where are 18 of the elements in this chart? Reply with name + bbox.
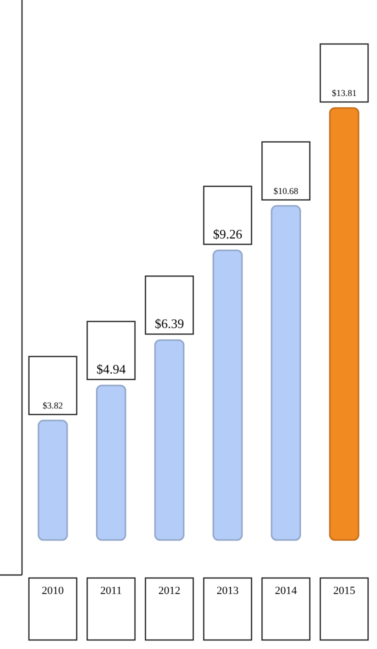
bar xyxy=(212,250,243,541)
data-label: $10.68 xyxy=(274,186,299,196)
data-label: $4.94 xyxy=(96,361,126,376)
x-tick-label: 2012 xyxy=(158,585,180,597)
x-tick-label: 2011 xyxy=(100,585,122,597)
bar xyxy=(38,420,68,541)
bar xyxy=(270,205,301,541)
bar xyxy=(329,107,360,541)
x-tick-label: 2010 xyxy=(42,585,64,597)
bar xyxy=(96,384,126,541)
x-tick-label: 2014 xyxy=(274,585,298,597)
data-label: $6.39 xyxy=(154,316,184,332)
data-label: $13.81 xyxy=(332,88,357,98)
x-tick-label: 2015 xyxy=(333,585,356,597)
data-label: $3.82 xyxy=(42,400,63,411)
bar xyxy=(154,339,184,541)
x-tick-label: 2013 xyxy=(216,585,240,597)
data-label: $9.26 xyxy=(213,226,243,242)
